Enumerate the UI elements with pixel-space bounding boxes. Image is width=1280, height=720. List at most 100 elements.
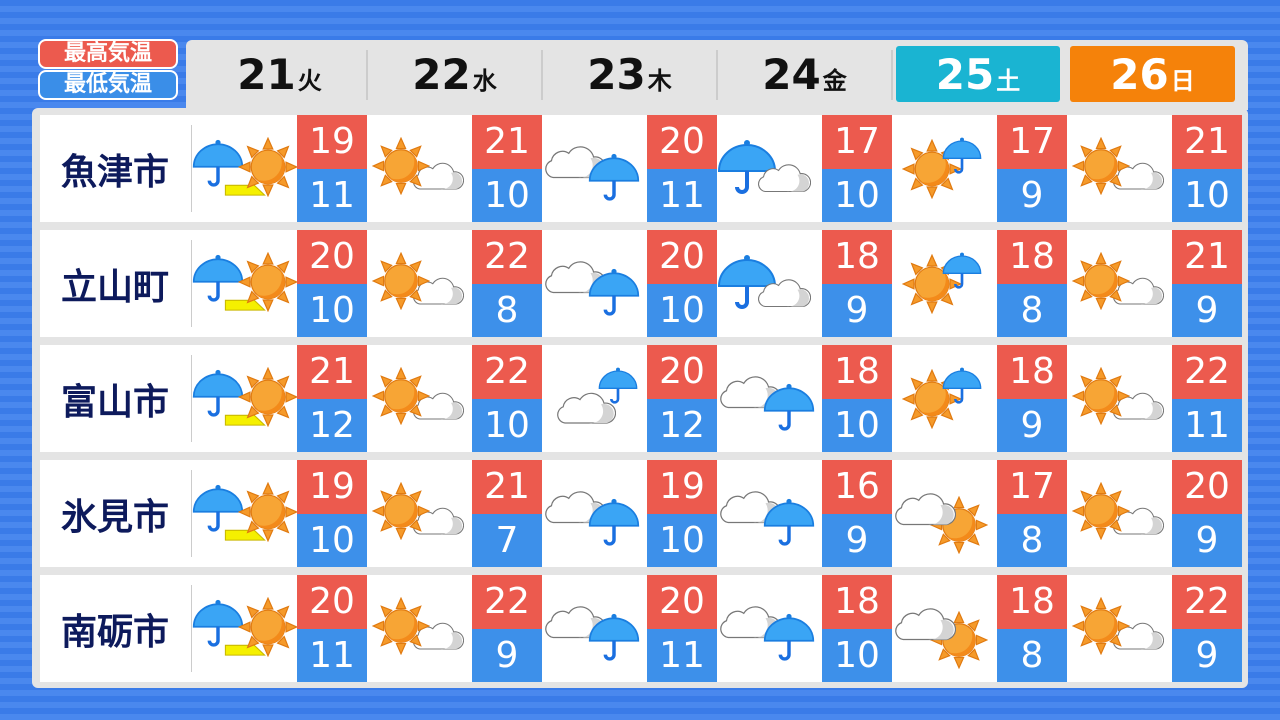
low-temp: 10 [822,628,892,682]
temperature-cell: 21 12 [297,345,367,452]
divider [191,125,192,212]
low-temp: 10 [647,513,717,567]
high-temp: 22 [472,345,542,399]
temperature-cell: 18 8 [997,575,1067,682]
high-temp: 18 [822,345,892,399]
temperature-cell: 22 8 [472,230,542,337]
umbrella-icon [942,252,982,292]
umbrella-icon [763,613,815,665]
high-temp: 19 [297,115,367,169]
sun-icon [238,482,298,542]
high-temp: 22 [1172,345,1242,399]
city-row: 魚津市 19 11 21 10 20 11 17 10 17 9 21 10 [40,115,1242,222]
high-temp: 21 [297,345,367,399]
low-temp: 9 [822,283,892,337]
low-temp: 10 [647,283,717,337]
temperature-cell: 20 10 [297,230,367,337]
weather-icon-sun-cloud [1067,230,1172,337]
high-temp: 22 [1172,575,1242,629]
temperature-cell: 17 9 [997,115,1067,222]
high-temp: 18 [997,345,1067,399]
weather-icon-rain-then-sun [192,230,297,337]
divider [191,470,192,557]
city-name: 立山町 [60,266,169,308]
weather-icon-sun-cloud [1067,115,1172,222]
weather-icon-sun-cloud [367,230,472,337]
cloud-icon [757,276,811,310]
temperature-cell: 21 10 [472,115,542,222]
low-temp: 10 [1172,168,1242,222]
temperature-cell: 18 10 [822,345,892,452]
weather-icon-sun-cloud [367,115,472,222]
weather-icon-cloud-rain [542,115,647,222]
low-temp: 9 [822,513,892,567]
weather-icon-cloud-sometimes-rain [542,345,647,452]
low-temp: 11 [647,168,717,222]
high-temp: 17 [997,460,1067,514]
low-temp: 10 [822,168,892,222]
low-temp: 10 [297,513,367,567]
temperature-cell: 20 9 [1172,460,1242,567]
temperature-cell: 21 10 [1172,115,1242,222]
temperature-cell: 18 9 [997,345,1067,452]
temperature-cell: 22 9 [472,575,542,682]
low-temp: 9 [1172,628,1242,682]
umbrella-icon [763,383,815,435]
low-temp: 11 [647,628,717,682]
day-date: 22 [412,50,471,99]
umbrella-icon [588,268,640,320]
temperature-cell: 20 11 [647,575,717,682]
low-temp: 11 [297,628,367,682]
high-temp: 18 [997,230,1067,284]
weather-icon-rain-then-sun [192,460,297,567]
weather-icon-sun-cloud [1067,460,1172,567]
day-date: 25 [935,50,995,99]
high-temp: 22 [472,230,542,284]
low-temp: 7 [472,513,542,567]
sun-icon [372,252,430,310]
high-temp: 16 [822,460,892,514]
city-row: 立山町 20 10 22 8 20 10 18 9 18 8 21 9 [40,230,1242,337]
city-row: 南砺市 20 11 22 9 20 11 18 10 18 8 22 9 [40,575,1242,682]
day-date: 24 [762,50,821,99]
temperature-cell: 22 9 [1172,575,1242,682]
weather-icon-sun-cloud [1067,575,1172,682]
city-name: 南砺市 [60,611,169,653]
weather-icon-sun-cloud [367,460,472,567]
temperature-cell: 20 10 [647,230,717,337]
weather-icon-cloud-rain [542,230,647,337]
low-temp: 9 [1172,513,1242,567]
weather-icon-sun-cloud [367,575,472,682]
sun-icon [1072,252,1130,310]
weather-icon-cloud-sun [892,575,997,682]
sun-icon [1072,482,1130,540]
high-temp: 20 [647,345,717,399]
umbrella-icon [588,613,640,665]
day-header-23: 23 木 [542,46,717,102]
day-header-26: 26 日 [1070,46,1235,102]
city-name: 氷見市 [60,496,169,538]
temperature-cell: 21 9 [1172,230,1242,337]
weather-icon-sun-cloud [367,345,472,452]
day-header-22: 22 水 [367,46,542,102]
weather-icon-rain-then-sun [192,575,297,682]
weather-icon-rain-then-sun [192,115,297,222]
divider [191,240,192,327]
temperature-cell: 22 11 [1172,345,1242,452]
high-temp: 20 [647,115,717,169]
temperature-cell: 18 10 [822,575,892,682]
high-temp: 19 [647,460,717,514]
high-temp: 17 [822,115,892,169]
high-temp: 19 [297,460,367,514]
city-row: 氷見市 19 10 21 7 19 10 16 9 17 8 20 9 [40,460,1242,567]
city-name: 富山市 [60,381,169,423]
low-temp: 10 [297,283,367,337]
temperature-cell: 17 8 [997,460,1067,567]
umbrella-icon [763,498,815,550]
low-temp: 12 [297,398,367,452]
temperature-cell: 20 12 [647,345,717,452]
temperature-cell: 19 10 [297,460,367,567]
low-temp: 10 [472,398,542,452]
high-temp: 20 [297,575,367,629]
low-temp: 10 [822,398,892,452]
